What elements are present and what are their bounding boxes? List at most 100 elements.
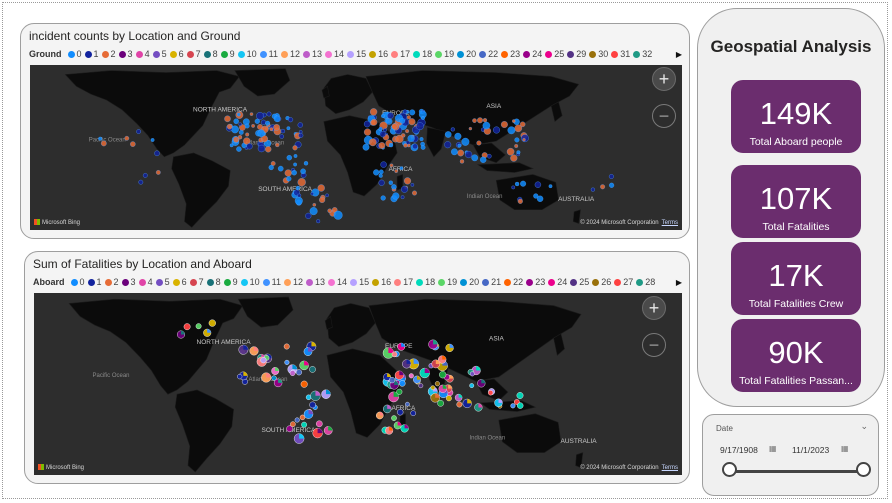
map-bubble[interactable] — [450, 127, 455, 132]
legend-item[interactable]: 3 — [118, 49, 133, 59]
map-bubble[interactable] — [590, 187, 595, 192]
legend-item[interactable]: 10 — [237, 49, 257, 59]
map-bubble[interactable] — [325, 193, 329, 198]
map-bubble[interactable] — [514, 144, 519, 148]
map-bubble[interactable] — [256, 112, 264, 120]
map-bubble[interactable] — [363, 128, 372, 136]
legend-item[interactable]: 21 — [482, 277, 501, 287]
map-bubble[interactable] — [317, 184, 325, 192]
legend-item[interactable]: 8 — [206, 277, 221, 287]
map-bubble[interactable] — [289, 370, 296, 376]
map-bubble[interactable] — [269, 127, 274, 132]
map-bubble[interactable] — [520, 180, 527, 187]
map-bubble[interactable] — [286, 425, 293, 433]
map-bubble[interactable] — [271, 375, 277, 381]
legend-item[interactable]: 2 — [104, 277, 119, 287]
legend-item[interactable]: 7 — [186, 49, 201, 59]
legend-item[interactable]: 16 — [372, 277, 391, 287]
map-bubble[interactable] — [261, 135, 268, 143]
map-bubble[interactable] — [291, 170, 297, 176]
legend-item[interactable]: 5 — [152, 49, 167, 59]
map-bubble[interactable] — [238, 122, 242, 126]
zoom-in-button[interactable]: + — [652, 67, 676, 91]
map-bubble[interactable] — [312, 203, 317, 207]
map-bubble[interactable] — [517, 198, 523, 204]
map-bubble[interactable] — [454, 132, 462, 140]
map-bubble[interactable] — [378, 127, 383, 131]
map-bubble[interactable] — [391, 415, 397, 421]
calendar-icon[interactable]: ▦ — [841, 444, 849, 453]
map-bubble[interactable] — [394, 169, 399, 173]
legend-item[interactable]: 4 — [135, 49, 150, 59]
map-bubble[interactable] — [327, 208, 332, 214]
legend-item[interactable]: 17 — [394, 277, 413, 287]
legend-item[interactable]: 7 — [189, 277, 204, 287]
map-bubble[interactable] — [333, 210, 343, 220]
map-bubble[interactable] — [378, 142, 386, 149]
map-bubble[interactable] — [519, 121, 526, 128]
legend-item[interactable]: 31 — [611, 49, 630, 59]
legend-item[interactable]: 13 — [303, 49, 322, 59]
map-bubble[interactable] — [370, 118, 378, 126]
map-bubble[interactable] — [98, 136, 103, 141]
map-bubble[interactable] — [297, 193, 302, 198]
map-bubble[interactable] — [280, 128, 286, 134]
map-bubble[interactable] — [238, 130, 244, 135]
map-bubble[interactable] — [434, 381, 440, 387]
map-bubble[interactable] — [391, 123, 398, 130]
map-bubble[interactable] — [514, 124, 523, 133]
map-bubble[interactable] — [487, 153, 492, 159]
map-bubble[interactable] — [445, 395, 452, 402]
map-bubble[interactable] — [482, 121, 491, 130]
map-bubble[interactable] — [600, 184, 606, 190]
map-bubble[interactable] — [516, 150, 521, 155]
map-bubble[interactable] — [380, 195, 386, 201]
map-bubble[interactable] — [373, 169, 380, 176]
legend-item[interactable]: 11 — [262, 277, 281, 287]
map-bubble[interactable] — [300, 168, 306, 175]
map-bubble[interactable] — [472, 118, 477, 123]
map-bubble[interactable] — [142, 173, 148, 178]
map-bubble[interactable] — [260, 119, 267, 125]
map-bubble[interactable] — [265, 146, 272, 153]
map-bubble[interactable] — [292, 145, 298, 151]
map-bubble[interactable] — [477, 117, 483, 124]
map-bubble[interactable] — [277, 165, 284, 172]
map-bubble[interactable] — [396, 388, 403, 395]
map-bubble[interactable] — [284, 169, 292, 177]
map-bubble[interactable] — [389, 376, 396, 384]
map-bubble[interactable] — [412, 143, 418, 150]
map-bubble[interactable] — [369, 108, 378, 116]
map-bubble[interactable] — [510, 154, 518, 162]
map-bubble[interactable] — [399, 380, 406, 387]
map-bubble[interactable] — [124, 135, 130, 141]
map-bubble[interactable] — [469, 371, 475, 377]
map-bubble[interactable] — [195, 323, 202, 330]
map-bubble[interactable] — [516, 392, 524, 399]
map-bubble[interactable] — [362, 143, 370, 151]
map-bubble[interactable] — [399, 117, 406, 124]
legend-item[interactable]: 12 — [281, 49, 300, 59]
map-bubble[interactable] — [419, 137, 424, 142]
map-bubble[interactable] — [405, 129, 410, 134]
legend-item[interactable]: 29 — [567, 49, 586, 59]
map-bubble[interactable] — [402, 109, 408, 114]
map-bubble[interactable] — [444, 131, 452, 138]
map-bubble[interactable] — [233, 136, 240, 143]
map-bubble[interactable] — [480, 156, 487, 163]
map-bubble[interactable] — [300, 380, 308, 388]
start-date-input[interactable]: 9/17/1908 — [720, 445, 758, 455]
legend-item[interactable]: 16 — [369, 49, 388, 59]
map-bubble[interactable] — [608, 174, 614, 179]
map-bubble[interactable] — [273, 124, 280, 131]
map-bubble[interactable] — [401, 185, 408, 193]
fatalities-map-visual[interactable]: Sum of Fatalities by Location and Aboard… — [24, 251, 690, 484]
calendar-icon[interactable]: ▦ — [769, 444, 777, 453]
map-bubble[interactable] — [388, 142, 394, 148]
map-bubble[interactable] — [254, 118, 260, 124]
map-bubble[interactable] — [409, 109, 416, 116]
map-bubble[interactable] — [293, 162, 297, 167]
zoom-out-button[interactable]: − — [642, 333, 666, 357]
kpi-card-total-fatalities[interactable]: 107K Total Fatalities — [731, 165, 861, 238]
map-bubble[interactable] — [303, 161, 309, 166]
